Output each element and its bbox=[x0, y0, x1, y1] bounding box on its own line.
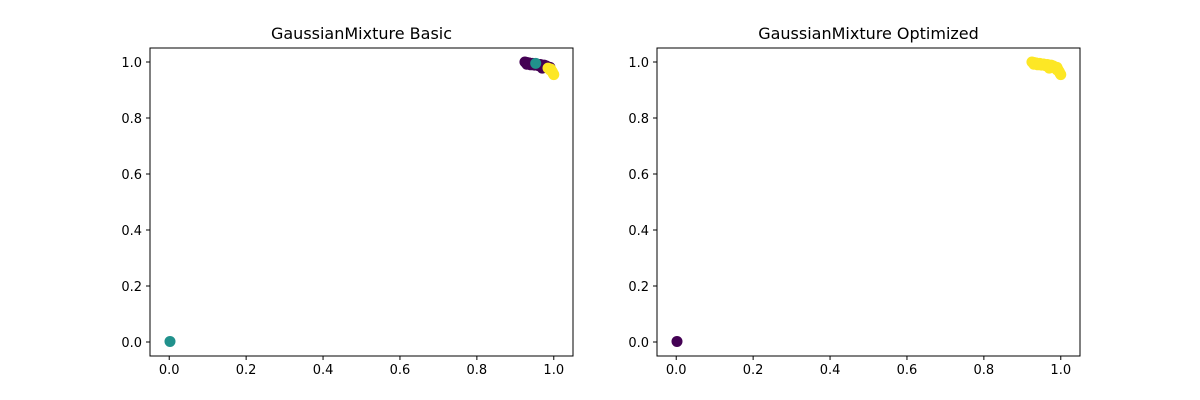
y-tick-label: 0.6 bbox=[628, 168, 649, 183]
chart-2: GaussianMixture Optimized 0.0 0.2 0.4 0.6 0.8… bbox=[628, 24, 1081, 378]
scatter-points bbox=[164, 56, 560, 347]
x-tick-label: 0.8 bbox=[467, 363, 488, 378]
x-tick-label: 1.0 bbox=[543, 363, 564, 378]
scatter-point-cluster-1 bbox=[530, 57, 542, 69]
x-tick-label: 0.2 bbox=[236, 363, 257, 378]
chart-title: GaussianMixture Basic bbox=[271, 24, 452, 43]
y-tick-label: 0.2 bbox=[121, 280, 142, 295]
scatter-point-cluster-1 bbox=[164, 335, 176, 347]
y-tick-label: 0.8 bbox=[628, 112, 649, 127]
x-tick-label: 0.4 bbox=[313, 363, 334, 378]
x-tick-label: 0.0 bbox=[159, 363, 180, 378]
scatter-points bbox=[671, 56, 1067, 347]
x-tick-label: 0.0 bbox=[666, 363, 687, 378]
y-tick-label: 0.0 bbox=[121, 336, 142, 351]
y-tick-label: 0.4 bbox=[121, 224, 142, 239]
y-tick-label: 0.0 bbox=[628, 336, 649, 351]
y-tick-label: 0.8 bbox=[121, 112, 142, 127]
y-tick-label: 0.4 bbox=[628, 224, 649, 239]
y-tick-label: 0.6 bbox=[121, 168, 142, 183]
y-tick-label: 0.2 bbox=[628, 280, 649, 295]
axes-frame bbox=[656, 47, 1081, 357]
x-tick-label: 0.6 bbox=[390, 363, 411, 378]
x-tick-label: 0.4 bbox=[820, 363, 841, 378]
chart-1: GaussianMixture Basic 0.0 0.2 0.4 0.6 0.8 1.0 0… bbox=[121, 24, 574, 378]
y-tick-label: 1.0 bbox=[121, 56, 142, 71]
x-tick-label: 0.8 bbox=[974, 363, 995, 378]
x-tick-label: 1.0 bbox=[1050, 363, 1071, 378]
scatter-point-cluster-2 bbox=[546, 66, 558, 78]
chart-title: GaussianMixture Optimized bbox=[758, 24, 979, 43]
x-tick-label: 0.2 bbox=[743, 363, 764, 378]
axes-frame bbox=[149, 47, 574, 357]
scatter-point-cluster-1 bbox=[1053, 66, 1065, 78]
y-tick-label: 1.0 bbox=[628, 56, 649, 71]
x-tick-label: 0.6 bbox=[897, 363, 918, 378]
scatter-point-cluster-0 bbox=[671, 335, 683, 347]
